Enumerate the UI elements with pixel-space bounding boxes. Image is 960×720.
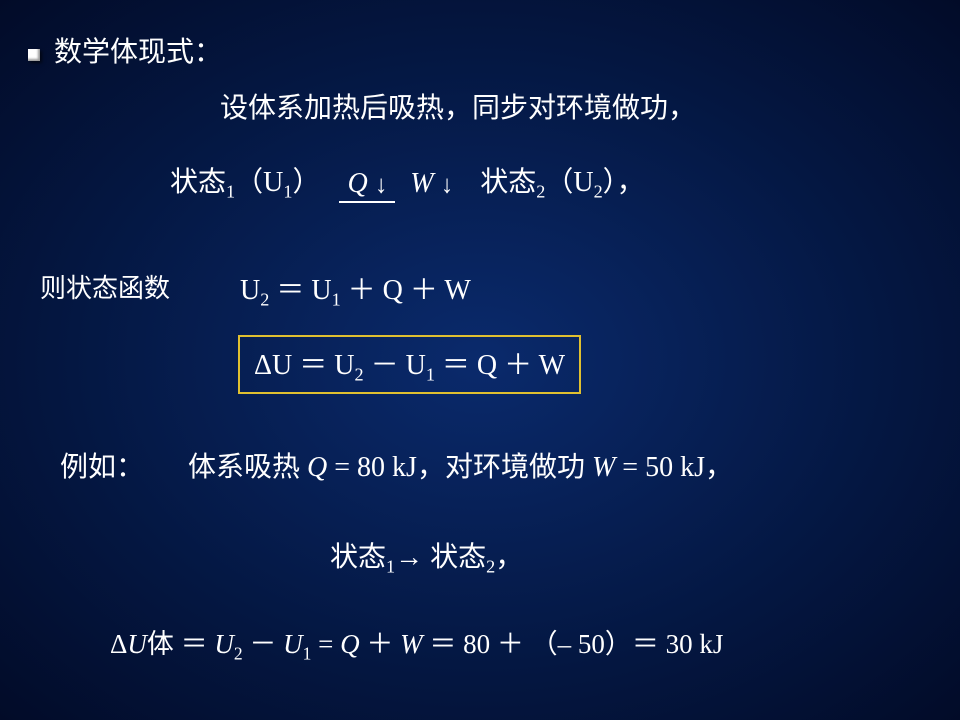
title-text: 数学体现式： — [54, 37, 222, 68]
example-text: 体系吸热 Q = 80 kJ，对环境做功 W = 50 kJ， — [188, 445, 733, 485]
state-function-label: 则状态函数 — [40, 268, 170, 305]
arrow-down-icon: ↓ — [375, 171, 388, 199]
state1-sub: 1 — [226, 182, 235, 202]
boxed-equation-wrapper: ΔU ＝ U2 － U1 ＝ Q ＋ W — [238, 335, 581, 394]
u2-var: U — [573, 167, 593, 198]
frac-q: Q — [347, 168, 367, 199]
u1-sub: 1 — [283, 182, 292, 202]
bullet-icon — [28, 49, 40, 61]
arrow-down-icon: ↓ — [441, 171, 454, 199]
state-arrow-line: 状态1→ 状态2， — [330, 535, 523, 578]
title: 数学体现式： — [28, 30, 222, 70]
u1-var: U — [263, 167, 283, 198]
state2-trail: ）， — [603, 167, 645, 198]
example-label: 例如： — [60, 445, 144, 485]
u2-sub: 2 — [594, 182, 603, 202]
state2-sub: 2 — [536, 182, 545, 202]
final-equation: ΔU体 ＝ U2 － U1 = Q ＋ W ＝ 80 ＋ （– 50）＝ 30 … — [110, 622, 723, 664]
boxed-equation: ΔU ＝ U2 － U1 ＝ Q ＋ W — [238, 335, 581, 394]
state2-label: 状态 — [480, 167, 536, 198]
state-transition-line: 状态1（U1） Q ↓ W ↓ 状态2（U2）， — [170, 160, 645, 203]
state1-label: 状态 — [170, 167, 226, 198]
frac-w: W — [410, 168, 433, 199]
intro-text: 设体系加热后吸热，同步对环境做功， — [220, 86, 696, 126]
equation-1: U2 ＝ U1 ＋ Q ＋ W — [240, 268, 471, 311]
